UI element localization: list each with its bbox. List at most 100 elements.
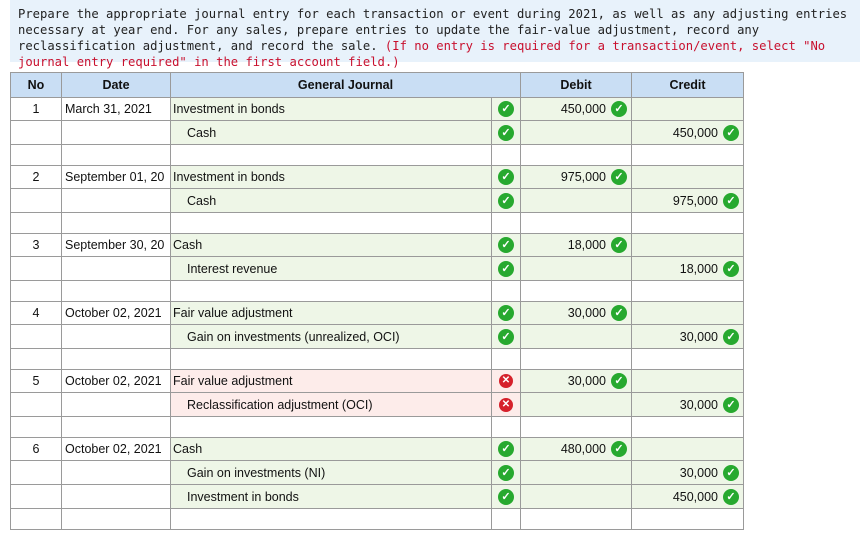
header-general-journal: General Journal	[170, 72, 521, 98]
debit-field[interactable]	[520, 120, 632, 145]
spacer-row	[10, 416, 744, 438]
date-cell	[61, 484, 171, 509]
debit-field[interactable]: 480,000 ✓	[520, 437, 632, 461]
empty-cell	[10, 348, 62, 370]
account-field[interactable]: Investment in bonds	[170, 484, 492, 509]
date-cell[interactable]: September 01, 20	[61, 165, 171, 189]
entry-number	[10, 256, 62, 281]
status-cell: ✓	[491, 188, 521, 213]
debit-field-value: 450,000	[560, 102, 606, 116]
date-cell	[61, 120, 171, 145]
empty-cell	[631, 348, 744, 370]
correct-icon: ✓	[723, 192, 739, 209]
header-date: Date	[61, 72, 171, 98]
debit-field[interactable]: 975,000 ✓	[520, 165, 632, 189]
correct-icon: ✓	[611, 101, 627, 117]
date-cell	[61, 392, 171, 417]
account-field[interactable]: Gain on investments (unrealized, OCI)	[170, 324, 492, 349]
credit-field[interactable]	[631, 165, 744, 189]
account-field[interactable]: Gain on investments (NI)	[170, 460, 492, 485]
empty-cell	[170, 144, 492, 166]
journal-row: Gain on investments (NI) ✓ 30,000 ✓	[10, 460, 744, 485]
journal-row: 5 October 02, 2021 Fair value adjustment ✕ 3…	[10, 369, 744, 393]
empty-cell	[61, 416, 171, 438]
credit-field[interactable]: 975,000 ✓	[631, 188, 744, 213]
credit-field[interactable]: 18,000 ✓	[631, 256, 744, 281]
incorrect-icon: ✕	[499, 397, 513, 412]
debit-field[interactable]	[520, 324, 632, 349]
account-field[interactable]: Investment in bonds	[170, 165, 492, 189]
account-field[interactable]: Cash	[170, 233, 492, 257]
date-cell[interactable]: September 30, 20	[61, 233, 171, 257]
correct-icon: ✓	[723, 488, 739, 505]
credit-field[interactable]: 450,000 ✓	[631, 484, 744, 509]
account-field[interactable]: Interest revenue	[170, 256, 492, 281]
account-field[interactable]: Investment in bonds	[170, 97, 492, 121]
correct-icon: ✓	[723, 124, 739, 141]
credit-field[interactable]: 30,000 ✓	[631, 392, 744, 417]
correct-icon: ✓	[498, 464, 514, 481]
journal-row: Investment in bonds ✓ 450,000 ✓	[10, 484, 744, 509]
account-field[interactable]: Cash	[170, 120, 492, 145]
debit-field[interactable]	[520, 460, 632, 485]
credit-field-value: 18,000	[679, 261, 718, 276]
credit-field[interactable]: 30,000 ✓	[631, 324, 744, 349]
credit-field[interactable]	[631, 437, 744, 461]
credit-field[interactable]	[631, 97, 744, 121]
entry-number	[10, 484, 62, 509]
empty-cell	[10, 416, 62, 438]
account-field[interactable]: Cash	[170, 437, 492, 461]
header-debit: Debit	[520, 72, 632, 98]
account-field[interactable]: Reclassification adjustment (OCI)	[170, 392, 492, 417]
date-cell[interactable]: March 31, 2021	[61, 97, 171, 121]
empty-cell	[520, 348, 632, 370]
credit-field[interactable]: 450,000 ✓	[631, 120, 744, 145]
debit-field[interactable]	[520, 256, 632, 281]
debit-field[interactable]	[520, 188, 632, 213]
debit-field[interactable]: 30,000 ✓	[520, 301, 632, 325]
date-cell	[61, 324, 171, 349]
account-field[interactable]: Fair value adjustment	[170, 369, 492, 393]
debit-field-value: 30,000	[567, 374, 606, 388]
status-cell: ✓	[491, 301, 521, 325]
credit-field[interactable]	[631, 301, 744, 325]
correct-icon: ✓	[498, 192, 514, 209]
debit-field[interactable]	[520, 392, 632, 417]
header-row: No Date General Journal Debit Credit	[10, 72, 744, 98]
correct-icon: ✓	[723, 328, 739, 345]
date-cell[interactable]: October 02, 2021	[61, 437, 171, 461]
entry-number	[10, 392, 62, 417]
debit-field[interactable]: 18,000 ✓	[520, 233, 632, 257]
entry-number	[10, 188, 62, 213]
empty-cell	[491, 280, 521, 302]
date-cell[interactable]: October 02, 2021	[61, 369, 171, 393]
debit-field[interactable]: 30,000 ✓	[520, 369, 632, 393]
status-cell: ✓	[491, 165, 521, 189]
spacer-row	[10, 508, 744, 530]
correct-icon: ✓	[498, 101, 514, 117]
correct-icon: ✓	[498, 260, 514, 277]
empty-cell	[170, 416, 492, 438]
journal-row: Cash ✓ 975,000 ✓	[10, 188, 744, 213]
account-field[interactable]: Fair value adjustment	[170, 301, 492, 325]
credit-field[interactable]: 30,000 ✓	[631, 460, 744, 485]
debit-field[interactable]	[520, 484, 632, 509]
date-cell[interactable]: October 02, 2021	[61, 301, 171, 325]
entry-number	[10, 120, 62, 145]
entry-number: 2	[10, 165, 62, 189]
correct-icon: ✓	[498, 441, 514, 457]
empty-cell	[631, 280, 744, 302]
debit-field-value: 30,000	[567, 306, 606, 320]
empty-cell	[61, 212, 171, 234]
empty-cell	[170, 508, 492, 530]
incorrect-icon: ✕	[499, 374, 513, 389]
correct-icon: ✓	[611, 373, 627, 389]
debit-field[interactable]: 450,000 ✓	[520, 97, 632, 121]
empty-cell	[10, 508, 62, 530]
empty-cell	[61, 348, 171, 370]
credit-field[interactable]	[631, 369, 744, 393]
credit-field[interactable]	[631, 233, 744, 257]
journal-row: Cash ✓ 450,000 ✓	[10, 120, 744, 145]
account-field[interactable]: Cash	[170, 188, 492, 213]
empty-cell	[10, 280, 62, 302]
